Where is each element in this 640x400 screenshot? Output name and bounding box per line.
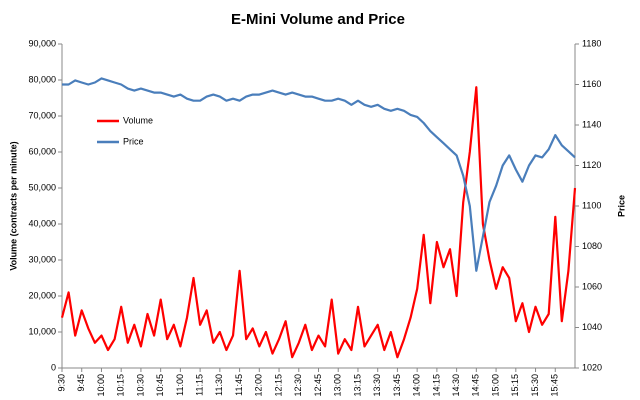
x-tick-label: 14:00 [412, 374, 422, 397]
x-tick-label: 12:45 [313, 374, 323, 397]
y-tick-label: 10,000 [28, 326, 56, 336]
x-tick-label: 10:00 [96, 374, 106, 397]
y2-axis-title: Price [616, 195, 626, 217]
x-tick-label: 13:00 [333, 374, 343, 397]
x-tick-label: 11:00 [175, 374, 185, 396]
legend-label: Price [123, 136, 144, 146]
y2-tick-label: 1020 [582, 362, 602, 372]
y-tick-label: 20,000 [28, 290, 56, 300]
x-tick-label: 10:15 [116, 374, 126, 397]
x-tick-label: 11:15 [194, 374, 204, 396]
x-tick-label: 15:45 [550, 374, 560, 397]
x-tick-label: 15:00 [490, 374, 500, 397]
chart-title: E-Mini Volume and Price [231, 11, 405, 28]
y2-tick-label: 1080 [582, 241, 602, 251]
x-tick-label: 9:45 [76, 374, 86, 392]
x-tick-label: 10:30 [135, 374, 145, 397]
y-tick-label: 60,000 [28, 146, 56, 156]
x-tick-label: 12:30 [293, 374, 303, 397]
x-tick-label: 11:30 [214, 374, 224, 396]
x-tick-label: 15:15 [510, 374, 520, 397]
y2-tick-label: 1040 [582, 322, 602, 332]
y-tick-label: 30,000 [28, 254, 56, 264]
y-tick-label: 70,000 [28, 110, 56, 120]
y-tick-label: 50,000 [28, 182, 56, 192]
y2-tick-label: 1100 [582, 200, 601, 210]
x-tick-label: 15:30 [530, 374, 540, 397]
y2-tick-label: 1060 [582, 281, 602, 291]
legend-label: Volume [123, 115, 153, 125]
y-tick-label: 80,000 [28, 74, 56, 84]
x-tick-label: 12:15 [273, 374, 283, 397]
y2-tick-label: 1140 [582, 119, 601, 129]
y2-tick-label: 1180 [582, 38, 601, 48]
x-tick-label: 10:45 [155, 374, 165, 397]
y2-tick-label: 1160 [582, 79, 601, 89]
x-tick-label: 9:30 [56, 374, 66, 392]
y-tick-label: 0 [51, 362, 56, 372]
series-line [62, 77, 576, 272]
x-tick-label: 14:45 [471, 374, 481, 397]
x-tick-label: 13:30 [372, 374, 382, 397]
x-tick-label: 13:15 [352, 374, 362, 397]
y-tick-label: 40,000 [28, 218, 56, 228]
x-tick-label: 14:15 [431, 374, 441, 397]
x-tick-label: 14:30 [451, 374, 461, 397]
y-axis-title: Volume (contracts per minute) [8, 141, 18, 270]
series-line [60, 86, 577, 359]
x-tick-label: 11:45 [234, 374, 244, 396]
y-tick-label: 90,000 [28, 38, 56, 48]
x-tick-label: 13:45 [392, 374, 402, 397]
x-tick-label: 12:00 [254, 374, 264, 397]
y2-tick-label: 1120 [582, 160, 601, 170]
